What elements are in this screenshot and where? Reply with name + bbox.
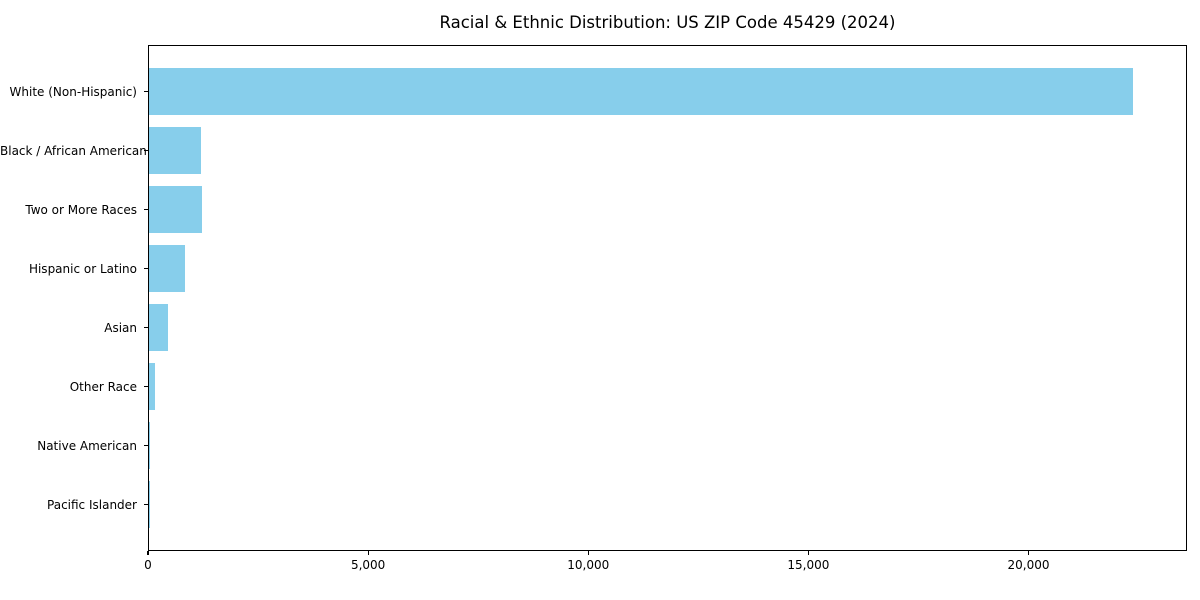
bar-row-native-american xyxy=(149,416,1186,475)
y-tick-mark xyxy=(144,385,148,388)
y-tick-mark xyxy=(144,326,148,329)
y-tick-mark xyxy=(144,208,148,211)
y-tick-label-other-race: Other Race xyxy=(69,379,137,394)
y-tick-label-black-african-american: Black / African American xyxy=(0,143,147,158)
bar-row-asian xyxy=(149,298,1186,357)
x-tick-mark xyxy=(147,551,149,555)
bar-hispanic-or-latino xyxy=(149,245,186,292)
bar-other-race xyxy=(149,363,156,410)
y-tick-label-asian: Asian xyxy=(104,320,137,335)
bar-native-american xyxy=(149,422,150,469)
x-tick-label-0: 0 xyxy=(144,558,152,572)
bar-white-non-hispanic xyxy=(149,68,1134,115)
bar-row-pacific-islander xyxy=(149,475,1186,534)
y-tick-mark xyxy=(144,503,148,506)
y-tick-mark xyxy=(144,149,148,152)
y-tick-label-white-non-hispanic: White (Non-Hispanic) xyxy=(9,84,137,99)
plot-area xyxy=(148,45,1187,551)
x-tick-label-15000: 15,000 xyxy=(787,558,830,572)
chart-title: Racial & Ethnic Distribution: US ZIP Cod… xyxy=(439,13,896,32)
bar-row-hispanic-or-latino xyxy=(149,239,1186,298)
y-tick-mark xyxy=(144,90,148,93)
y-tick-label-pacific-islander: Pacific Islander xyxy=(47,497,137,512)
bar-black-african-american xyxy=(149,127,201,174)
x-tick-mark xyxy=(587,551,589,555)
x-tick-mark xyxy=(367,551,369,555)
x-tick-label-5000: 5,000 xyxy=(350,558,386,572)
bar-row-white-non-hispanic xyxy=(149,62,1186,121)
y-tick-label-two-or-more-races: Two or More Races xyxy=(25,202,137,217)
bar-asian xyxy=(149,304,168,351)
y-tick-mark xyxy=(144,444,148,447)
x-tick-label-20000: 20,000 xyxy=(1007,558,1050,572)
y-tick-mark xyxy=(144,267,148,270)
x-tick-label-10000: 10,000 xyxy=(567,558,610,572)
bar-row-other-race xyxy=(149,357,1186,416)
y-tick-label-native-american: Native American xyxy=(37,438,137,453)
x-tick-mark xyxy=(807,551,809,555)
bar-row-black-african-american xyxy=(149,121,1186,180)
y-tick-label-hispanic-or-latino: Hispanic or Latino xyxy=(28,261,137,276)
bar-row-two-or-more-races xyxy=(149,180,1186,239)
bar-two-or-more-races xyxy=(149,186,203,233)
x-tick-mark xyxy=(1027,551,1030,555)
